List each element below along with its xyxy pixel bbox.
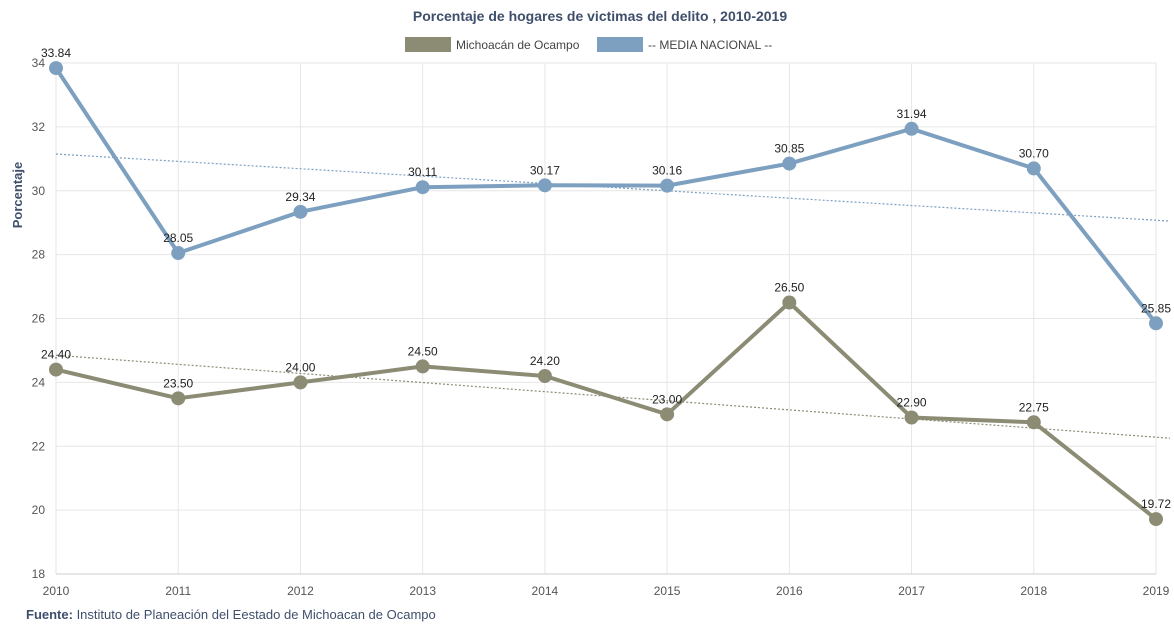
data-point-michoacan[interactable] <box>171 391 186 406</box>
data-label-media-nacional: 30.85 <box>774 142 804 156</box>
data-label-michoacan: 24.20 <box>530 354 560 368</box>
data-label-media-nacional: 30.17 <box>530 163 560 177</box>
data-point-michoacan[interactable] <box>1026 415 1041 430</box>
legend-swatch-media-nacional[interactable] <box>597 37 643 52</box>
x-tick-label: 2018 <box>1020 584 1047 598</box>
data-label-media-nacional: 28.05 <box>163 231 193 245</box>
data-label-media-nacional: 25.85 <box>1141 301 1171 315</box>
data-point-michoacan[interactable] <box>415 359 430 374</box>
chart-title: Porcentaje de hogares de victimas del de… <box>413 8 787 24</box>
x-tick-label: 2014 <box>532 584 559 598</box>
data-point-media-nacional[interactable] <box>415 180 430 195</box>
y-tick-label: 18 <box>32 567 46 581</box>
data-point-media-nacional[interactable] <box>660 178 675 193</box>
y-tick-label: 22 <box>32 439 46 453</box>
data-point-michoacan[interactable] <box>537 368 552 383</box>
x-tick-label: 2012 <box>287 584 314 598</box>
data-point-media-nacional[interactable] <box>782 156 797 171</box>
data-labels: 24.40 23.50 24.00 24.50 24.20 23.00 26.50 22.90… <box>41 46 1171 511</box>
grid <box>55 62 1157 575</box>
y-tick-label: 28 <box>32 248 46 262</box>
data-point-media-nacional[interactable] <box>537 178 552 193</box>
legend-label-media-nacional[interactable]: -- MEDIA NACIONAL -- <box>648 38 772 52</box>
x-tick-label: 2011 <box>165 584 191 598</box>
x-tick-label: 2016 <box>776 584 803 598</box>
data-point-michoacan[interactable] <box>49 362 63 377</box>
y-tick-label: 26 <box>32 312 46 326</box>
source-note: Fuente: Instituto de Planeación del Eest… <box>26 607 436 622</box>
x-tick-label: 2013 <box>409 584 436 598</box>
data-point-media-nacional[interactable] <box>1149 316 1163 331</box>
data-label-media-nacional: 29.34 <box>285 190 315 204</box>
data-label-michoacan: 22.90 <box>897 396 927 410</box>
y-tick-label: 32 <box>32 120 46 134</box>
series-line-michoacan <box>55 300 1158 521</box>
x-tick-label: 2015 <box>654 584 681 598</box>
legend[interactable]: Michoacán de Ocampo -- MEDIA NACIONAL -- <box>405 37 772 52</box>
data-label-media-nacional: 30.70 <box>1019 146 1049 160</box>
y-axis-ticks: 18 20 22 24 26 28 30 32 34 <box>32 56 46 581</box>
y-tick-label: 24 <box>32 375 46 389</box>
data-label-michoacan: 23.00 <box>652 392 682 406</box>
data-point-michoacan[interactable] <box>904 410 919 425</box>
data-label-media-nacional: 30.16 <box>652 164 682 178</box>
data-point-media-nacional[interactable] <box>904 121 919 136</box>
series-lines <box>54 66 1158 521</box>
data-point-michoacan[interactable] <box>782 295 797 310</box>
source-label: Fuente: <box>26 607 73 622</box>
data-label-michoacan: 24.50 <box>408 344 438 358</box>
y-axis-label: Porcentaje <box>10 162 25 228</box>
data-label-media-nacional: 33.84 <box>41 46 71 60</box>
data-point-media-nacional[interactable] <box>293 204 308 219</box>
data-points <box>49 61 1163 527</box>
x-axis-ticks: 2010 2011 2012 2013 2014 2015 2016 2017 2018 2019 <box>43 584 1170 598</box>
data-label-michoacan: 24.00 <box>285 360 315 374</box>
y-tick-label: 20 <box>32 503 46 517</box>
data-label-michoacan: 24.40 <box>41 348 71 362</box>
data-label-michoacan: 19.72 <box>1141 497 1171 511</box>
series-line-media-nacional <box>54 66 1158 325</box>
data-point-michoacan[interactable] <box>1149 512 1163 527</box>
data-label-media-nacional: 30.11 <box>408 165 437 179</box>
x-tick-label: 2017 <box>898 584 925 598</box>
data-label-michoacan: 22.75 <box>1019 400 1049 414</box>
legend-swatch-michoacan[interactable] <box>405 37 451 52</box>
data-point-media-nacional[interactable] <box>1026 161 1041 176</box>
x-tick-label: 2010 <box>43 584 70 598</box>
data-label-michoacan: 26.50 <box>774 281 804 295</box>
x-tick-label: 2019 <box>1143 584 1170 598</box>
trendline-media-nacional <box>55 153 1171 222</box>
source-text: Instituto de Planeación del Eestado de M… <box>72 607 436 622</box>
data-point-media-nacional[interactable] <box>49 61 63 76</box>
data-label-michoacan: 23.50 <box>163 376 193 390</box>
legend-label-michoacan[interactable]: Michoacán de Ocampo <box>456 38 580 52</box>
data-point-michoacan[interactable] <box>293 375 308 390</box>
data-point-michoacan[interactable] <box>660 407 675 422</box>
y-tick-label: 30 <box>32 184 46 198</box>
data-label-media-nacional: 31.94 <box>897 107 927 121</box>
y-tick-label: 34 <box>32 56 46 70</box>
data-point-media-nacional[interactable] <box>171 246 186 261</box>
